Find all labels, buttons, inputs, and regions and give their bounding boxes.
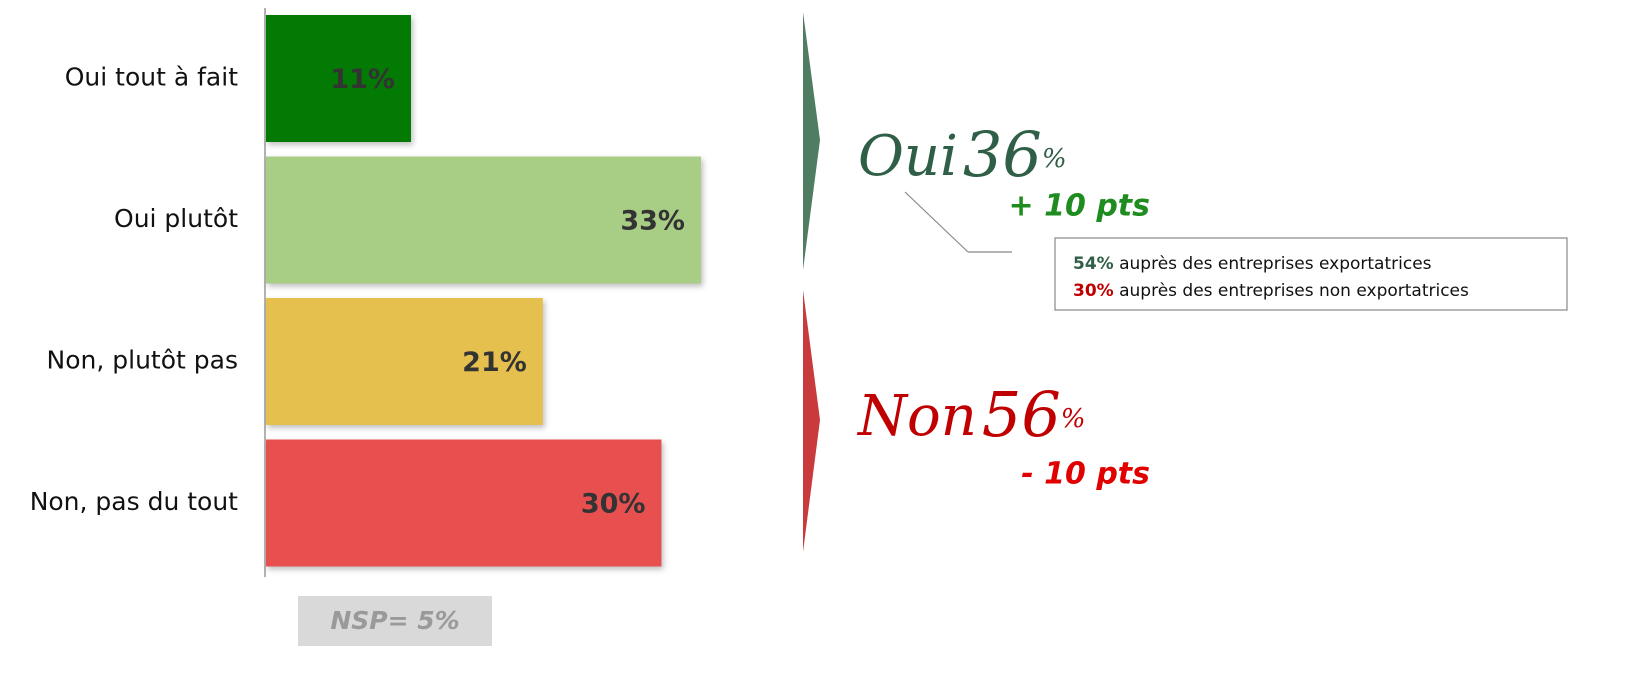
category-label: Oui tout à fait: [65, 63, 238, 92]
callout-value: 30%: [1073, 281, 1114, 301]
callout-label: auprès des entreprises exportatrices: [1114, 254, 1432, 274]
value-label: 11%: [330, 64, 395, 95]
group-word: Non: [856, 384, 977, 449]
callout-text: 30% auprès des entreprises non exportatr…: [1073, 281, 1469, 301]
value-label: 33%: [620, 206, 685, 237]
group-unit: %: [1042, 144, 1067, 174]
bracket: [803, 12, 820, 270]
group-change: - 10 pts: [1021, 457, 1150, 492]
group-change: + 10 pts: [1009, 189, 1150, 224]
callout-line: [904, 191, 969, 253]
bar: [266, 156, 701, 284]
bar: [266, 15, 411, 142]
callout-text: 54% auprès des entreprises exportatrices: [1073, 254, 1432, 274]
note-box: [298, 596, 492, 646]
group-number: 36: [963, 118, 1042, 191]
group-total: Oui 36%: [858, 118, 1067, 191]
callout-value: 54%: [1073, 254, 1114, 274]
group-unit: %: [1061, 404, 1086, 434]
note: NSP= 5%: [330, 606, 459, 635]
group-word: Oui: [858, 124, 958, 189]
bracket: [803, 290, 820, 552]
bar: [266, 439, 662, 567]
bar: [266, 298, 543, 425]
value-label: 30%: [581, 489, 646, 520]
category-label: Non, plutôt pas: [47, 346, 238, 375]
callout-box: [1054, 237, 1568, 311]
value-label: 21%: [462, 347, 527, 378]
category-label: Oui plutôt: [114, 204, 238, 233]
callout-label: auprès des entreprises non exportatrices: [1114, 281, 1469, 301]
category-label: Non, pas du tout: [30, 487, 238, 516]
group-number: 56: [982, 378, 1061, 451]
group-total: Non 56%: [856, 378, 1086, 451]
